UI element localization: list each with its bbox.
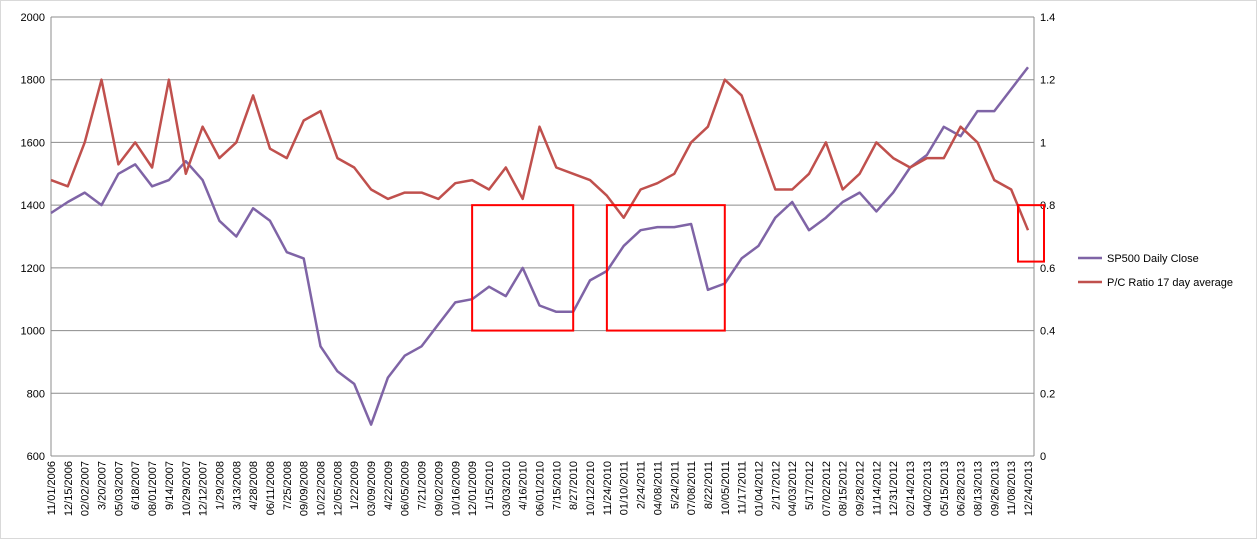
x-tick-label: 10/12/2010	[585, 461, 597, 516]
x-tick-label: 03/09/2009	[366, 461, 378, 516]
y-left-tick-label: 1200	[21, 263, 45, 275]
y-left-tick-label: 1000	[21, 326, 45, 338]
x-tick-label: 06/28/2013	[956, 461, 968, 516]
x-tick-label: 05/15/2013	[939, 461, 951, 516]
x-tick-label: 11/17/2011	[737, 461, 749, 514]
x-tick-label: 4/22/2009	[383, 461, 395, 510]
x-tick-label: 01/10/2011	[619, 461, 631, 515]
y-right-tick-label: 0.2	[1040, 388, 1055, 400]
x-tick-label: 09/28/2012	[855, 461, 867, 516]
x-tick-label: 06/05/2009	[400, 461, 412, 516]
x-tick-label: 12/31/2012	[888, 461, 900, 516]
y-left-tick-label: 600	[27, 451, 45, 463]
y-right-tick-label: 0.6	[1040, 263, 1055, 275]
x-tick-label: 5/17/2012	[804, 461, 816, 510]
x-tick-label: 05/03/2007	[113, 461, 125, 516]
x-tick-label: 04/03/2012	[787, 461, 799, 516]
x-tick-label: 6/18/2007	[130, 461, 142, 510]
x-tick-label: 7/21/2009	[417, 461, 429, 510]
x-tick-label: 3/13/2008	[231, 461, 243, 510]
x-tick-label: 8/22/2011	[703, 461, 715, 509]
x-tick-label: 4/16/2010	[518, 461, 530, 510]
x-tick-label: 02/14/2013	[905, 461, 917, 516]
x-tick-label: 11/08/2013	[1006, 461, 1018, 515]
x-tick-label: 9/14/2007	[164, 461, 176, 510]
y-right-tick-label: 1.2	[1040, 75, 1055, 87]
x-tick-label: 12/15/2006	[63, 461, 75, 516]
x-tick-label: 09/09/2008	[299, 461, 311, 516]
x-tick-label: 12/05/2008	[332, 461, 344, 516]
x-tick-label: 09/26/2013	[989, 461, 1001, 516]
y-right-tick-label: 0	[1040, 451, 1046, 463]
x-tick-label: 02/02/2007	[80, 461, 92, 516]
legend-label: P/C Ratio 17 day average	[1107, 277, 1233, 289]
x-tick-label: 10/22/2008	[316, 461, 328, 516]
y-left-tick-label: 1600	[21, 137, 45, 149]
x-tick-label: 11/01/2006	[46, 461, 58, 515]
x-tick-label: 12/01/2009	[467, 461, 479, 516]
y-right-tick-label: 1.4	[1040, 12, 1055, 24]
x-tick-label: 1/15/2010	[484, 461, 496, 510]
x-tick-label: 08/15/2012	[838, 461, 850, 516]
x-tick-label: 07/08/2011	[686, 461, 698, 515]
series-line-pc-ratio	[51, 80, 1028, 231]
x-tick-label: 03/03/2010	[501, 461, 513, 516]
x-tick-label: 11/14/2012	[871, 461, 883, 515]
y-left-tick-label: 800	[27, 388, 45, 400]
x-tick-label: 10/05/2011	[720, 461, 732, 515]
x-tick-label: 2/17/2012	[770, 461, 782, 510]
x-tick-label: 10/29/2007	[181, 461, 193, 516]
x-tick-label: 06/01/2010	[535, 461, 547, 516]
y-right-tick-label: 0.4	[1040, 326, 1055, 338]
y-left-tick-label: 1800	[21, 75, 45, 87]
x-tick-label: 1/29/2008	[214, 461, 226, 510]
x-tick-label: 10/16/2009	[450, 461, 462, 516]
series-line-sp500	[51, 67, 1028, 424]
x-tick-label: 7/25/2008	[282, 461, 294, 510]
x-tick-label: 11/24/2010	[602, 461, 614, 515]
x-tick-label: 06/11/2008	[265, 461, 277, 515]
x-tick-label: 08/13/2013	[972, 461, 984, 516]
y-left-tick-label: 2000	[21, 12, 45, 24]
x-tick-label: 8/27/2010	[568, 461, 580, 510]
x-tick-label: 07/02/2012	[821, 461, 833, 516]
y-right-tick-label: 1	[1040, 137, 1046, 149]
x-tick-label: 2/24/2011	[636, 461, 648, 509]
x-tick-label: 12/12/2007	[198, 461, 210, 516]
x-tick-label: 4/28/2008	[248, 461, 260, 510]
x-tick-label: 5/24/2011	[669, 461, 681, 509]
x-tick-label: 1/22/2009	[349, 461, 361, 510]
legend-label: SP500 Daily Close	[1107, 253, 1199, 265]
x-tick-label: 7/15/2010	[551, 461, 563, 510]
x-tick-label: 08/01/2007	[147, 461, 159, 516]
x-tick-label: 01/04/2012	[753, 461, 765, 516]
x-tick-label: 04/02/2013	[922, 461, 934, 516]
y-left-tick-label: 1400	[21, 200, 45, 212]
x-tick-label: 12/24/2013	[1023, 461, 1035, 516]
x-tick-label: 3/20/2007	[97, 461, 109, 510]
x-tick-label: 04/08/2011	[652, 461, 664, 515]
x-tick-label: 09/02/2009	[433, 461, 445, 516]
